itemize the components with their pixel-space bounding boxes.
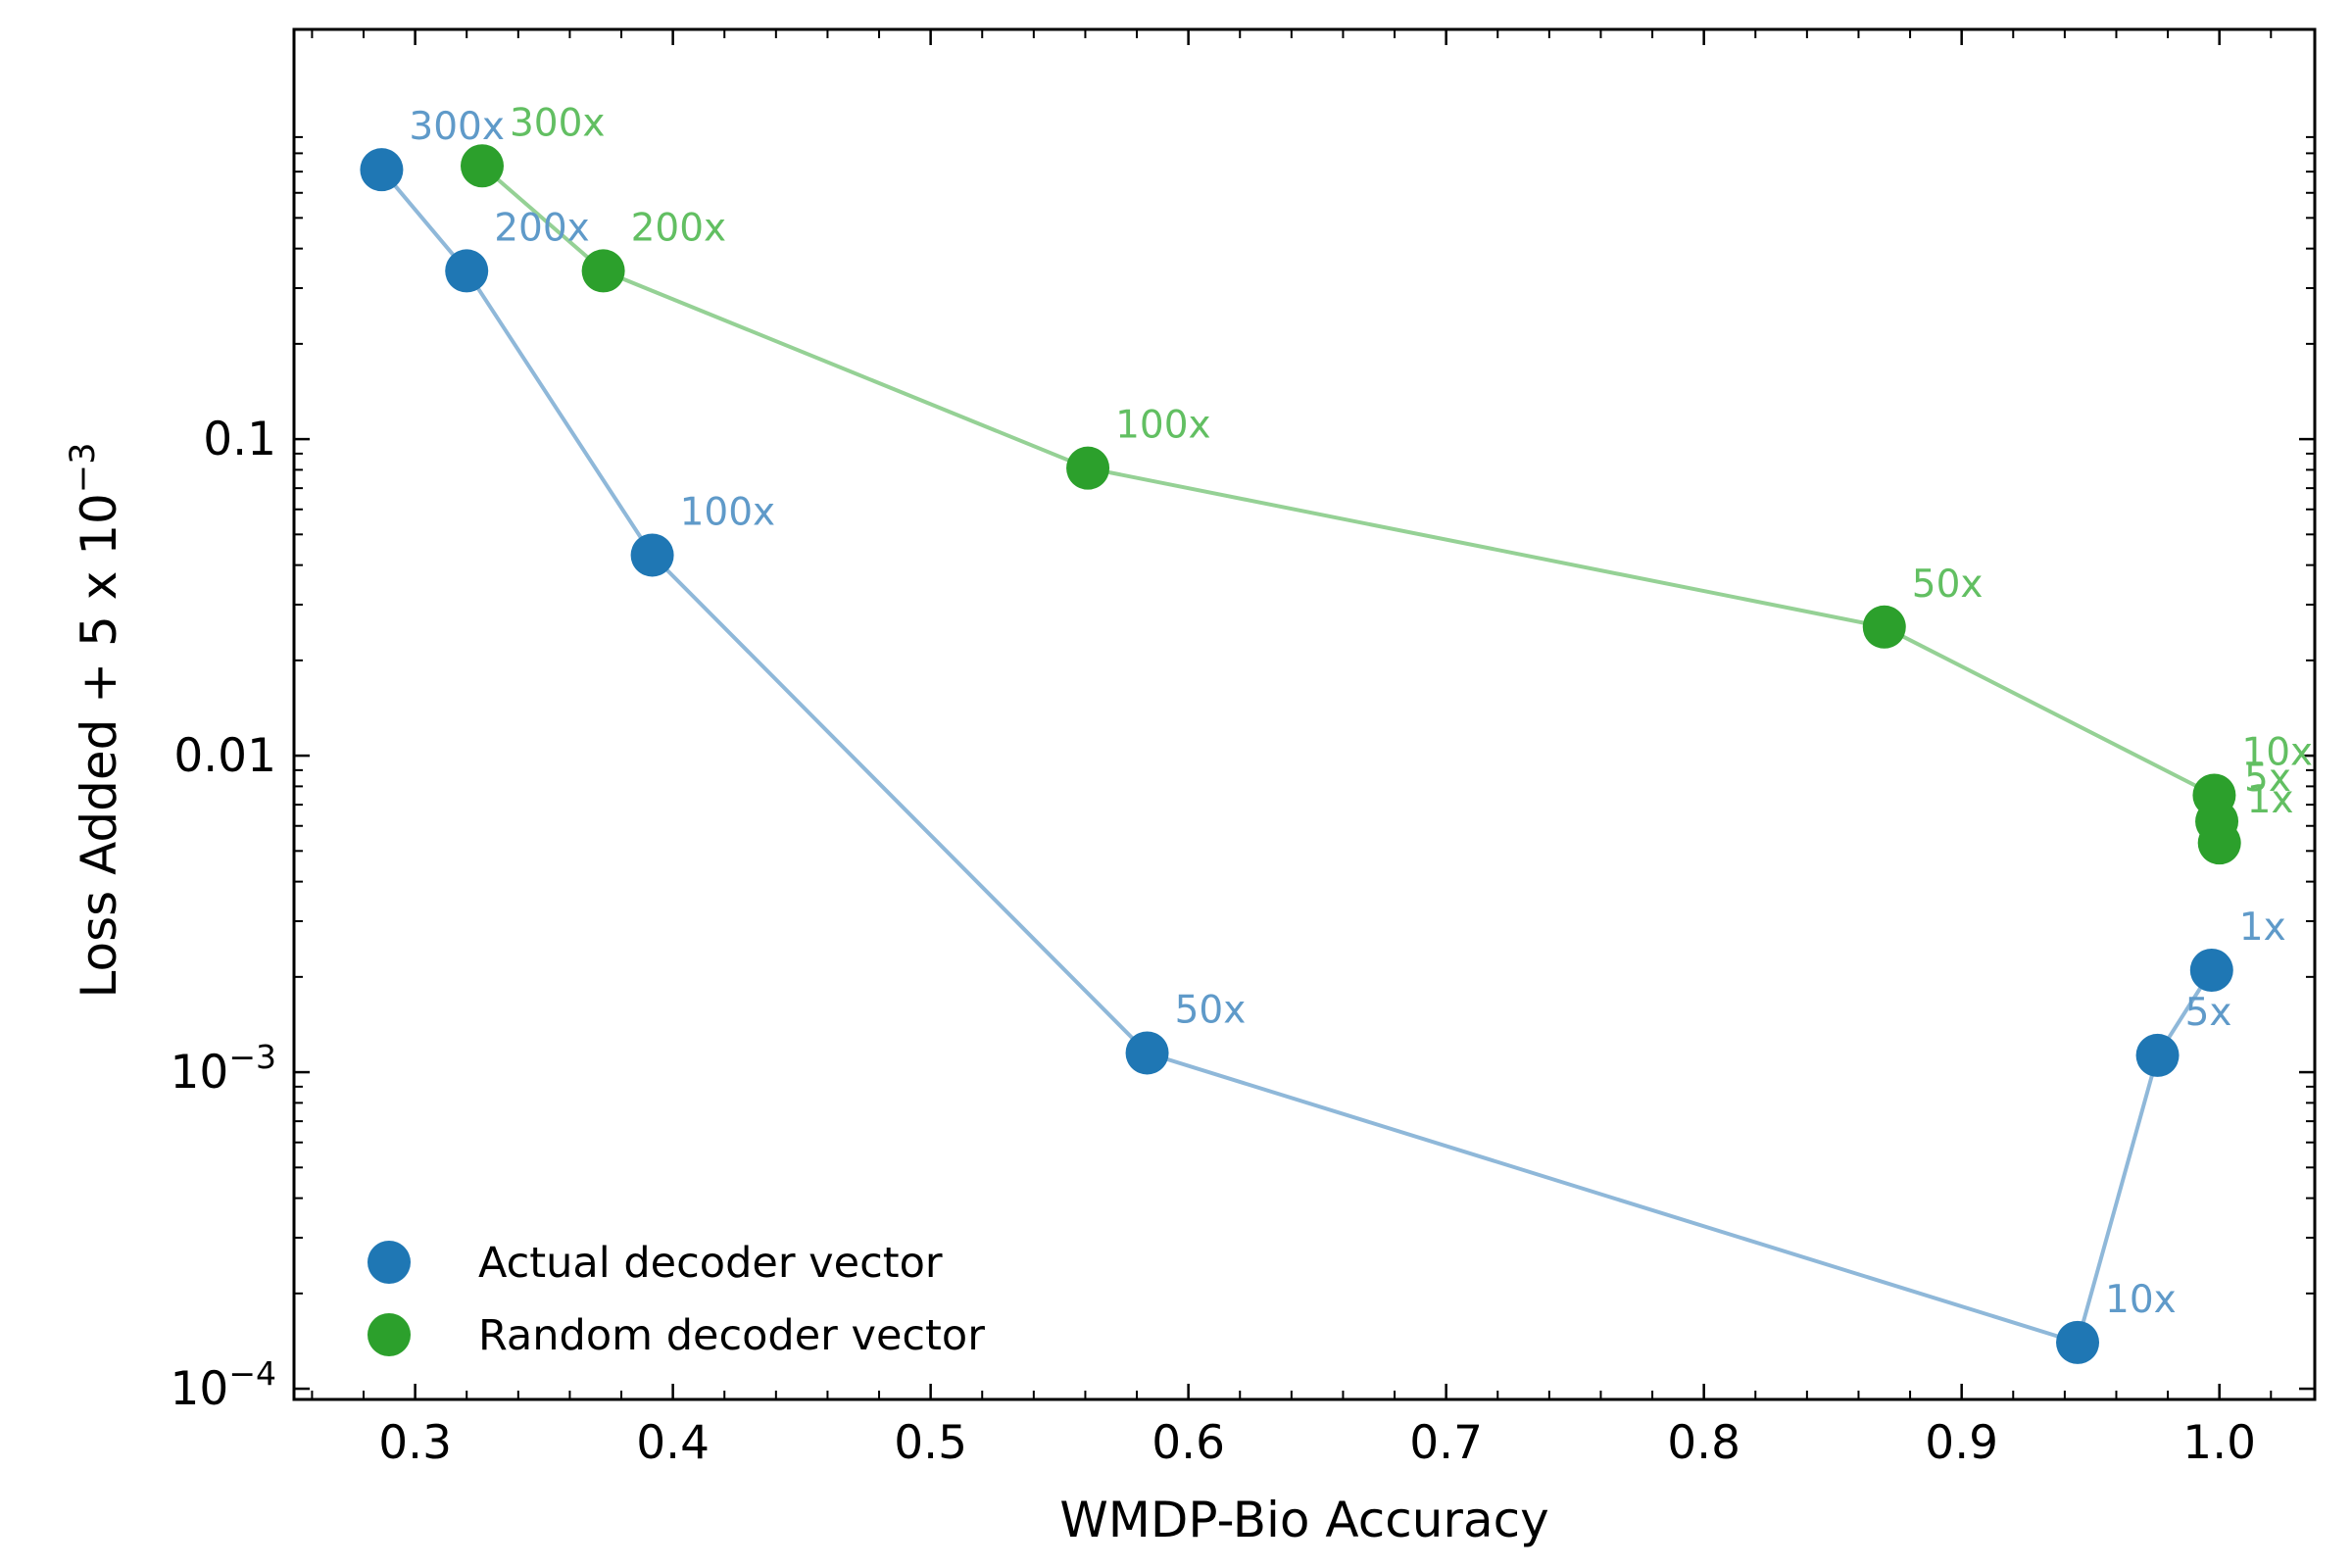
point-label: 1x [2239, 906, 2286, 950]
data-point [2197, 821, 2241, 865]
point-label: 50x [1912, 563, 1984, 607]
data-point [2189, 949, 2233, 993]
plot-border [292, 27, 2317, 1401]
x-tick-label: 0.6 [1152, 1416, 1225, 1470]
legend-label: Actual decoder vector [478, 1239, 943, 1288]
y-tick-label: 10−3 [171, 1038, 276, 1100]
series-line-0 [379, 168, 2214, 1346]
point-label: 10x [2241, 730, 2313, 774]
point-label: 10x [2105, 1278, 2177, 1322]
y-tick-exponent: −3 [228, 1038, 276, 1076]
point-label: 5x [2185, 991, 2232, 1035]
data-point [2056, 1320, 2100, 1364]
point-label: 100x [680, 490, 776, 534]
point-label: 5x [2244, 757, 2291, 801]
x-tick-label: 0.8 [1667, 1416, 1740, 1470]
data-point [1066, 446, 1110, 490]
point-label: 300x [409, 105, 505, 149]
y-tick-exponent: −4 [228, 1354, 276, 1393]
legend-marker [368, 1241, 411, 1284]
data-point [460, 144, 504, 188]
y-tick-label: 10−4 [171, 1354, 276, 1416]
series-lines [379, 164, 2222, 1346]
y-axis-title-text: Loss Added + 5 x 10 [71, 493, 127, 998]
data-point [1125, 1031, 1169, 1075]
y-tick-base: 10 [171, 1046, 229, 1100]
point-label: 1x [2247, 778, 2294, 822]
x-tick-label: 0.3 [378, 1416, 452, 1470]
y-axis-title-exponent: −3 [64, 443, 103, 494]
data-point [2135, 1033, 2180, 1077]
y-tick-base: 10 [171, 1362, 229, 1416]
data-point [445, 249, 489, 293]
point-label: 200x [631, 206, 727, 250]
x-tick-label: 0.5 [894, 1416, 967, 1470]
data-points [360, 144, 2241, 1364]
legend-label: Random decoder vector [478, 1311, 985, 1360]
point-labels: 300x200x100x50x10x5x1x300x200x100x50x10x… [409, 101, 2313, 1322]
data-point [360, 148, 404, 192]
point-label: 100x [1115, 404, 1211, 448]
axis-ticks: 0.3 0.4 0.5 0.6 0.7 0.8 0.9 1.010−410−30.010.1 [171, 29, 2315, 1470]
y-tick-label: 0.01 [173, 729, 276, 783]
legend: Actual decoder vector Random decoder vect… [368, 1239, 985, 1360]
legend-marker [368, 1313, 411, 1356]
x-tick-label: 0.9 [1925, 1416, 1998, 1470]
data-point [630, 533, 674, 577]
point-label: 50x [1175, 988, 1247, 1032]
x-tick-label: 0.7 [1409, 1416, 1483, 1470]
data-point [1862, 605, 1906, 649]
x-tick-label: 0.4 [636, 1416, 710, 1470]
y-axis-title: Loss Added + 5 x 10−3 [64, 443, 127, 999]
y-tick-label: 0.1 [203, 413, 276, 466]
x-axis-title: WMDP-Bio Accuracy [1059, 1492, 1548, 1548]
point-label: 200x [494, 206, 590, 250]
point-label: 300x [510, 101, 606, 145]
data-point [581, 249, 625, 293]
plot-frame [292, 27, 2317, 1401]
x-tick-label: 1.0 [2182, 1416, 2256, 1470]
